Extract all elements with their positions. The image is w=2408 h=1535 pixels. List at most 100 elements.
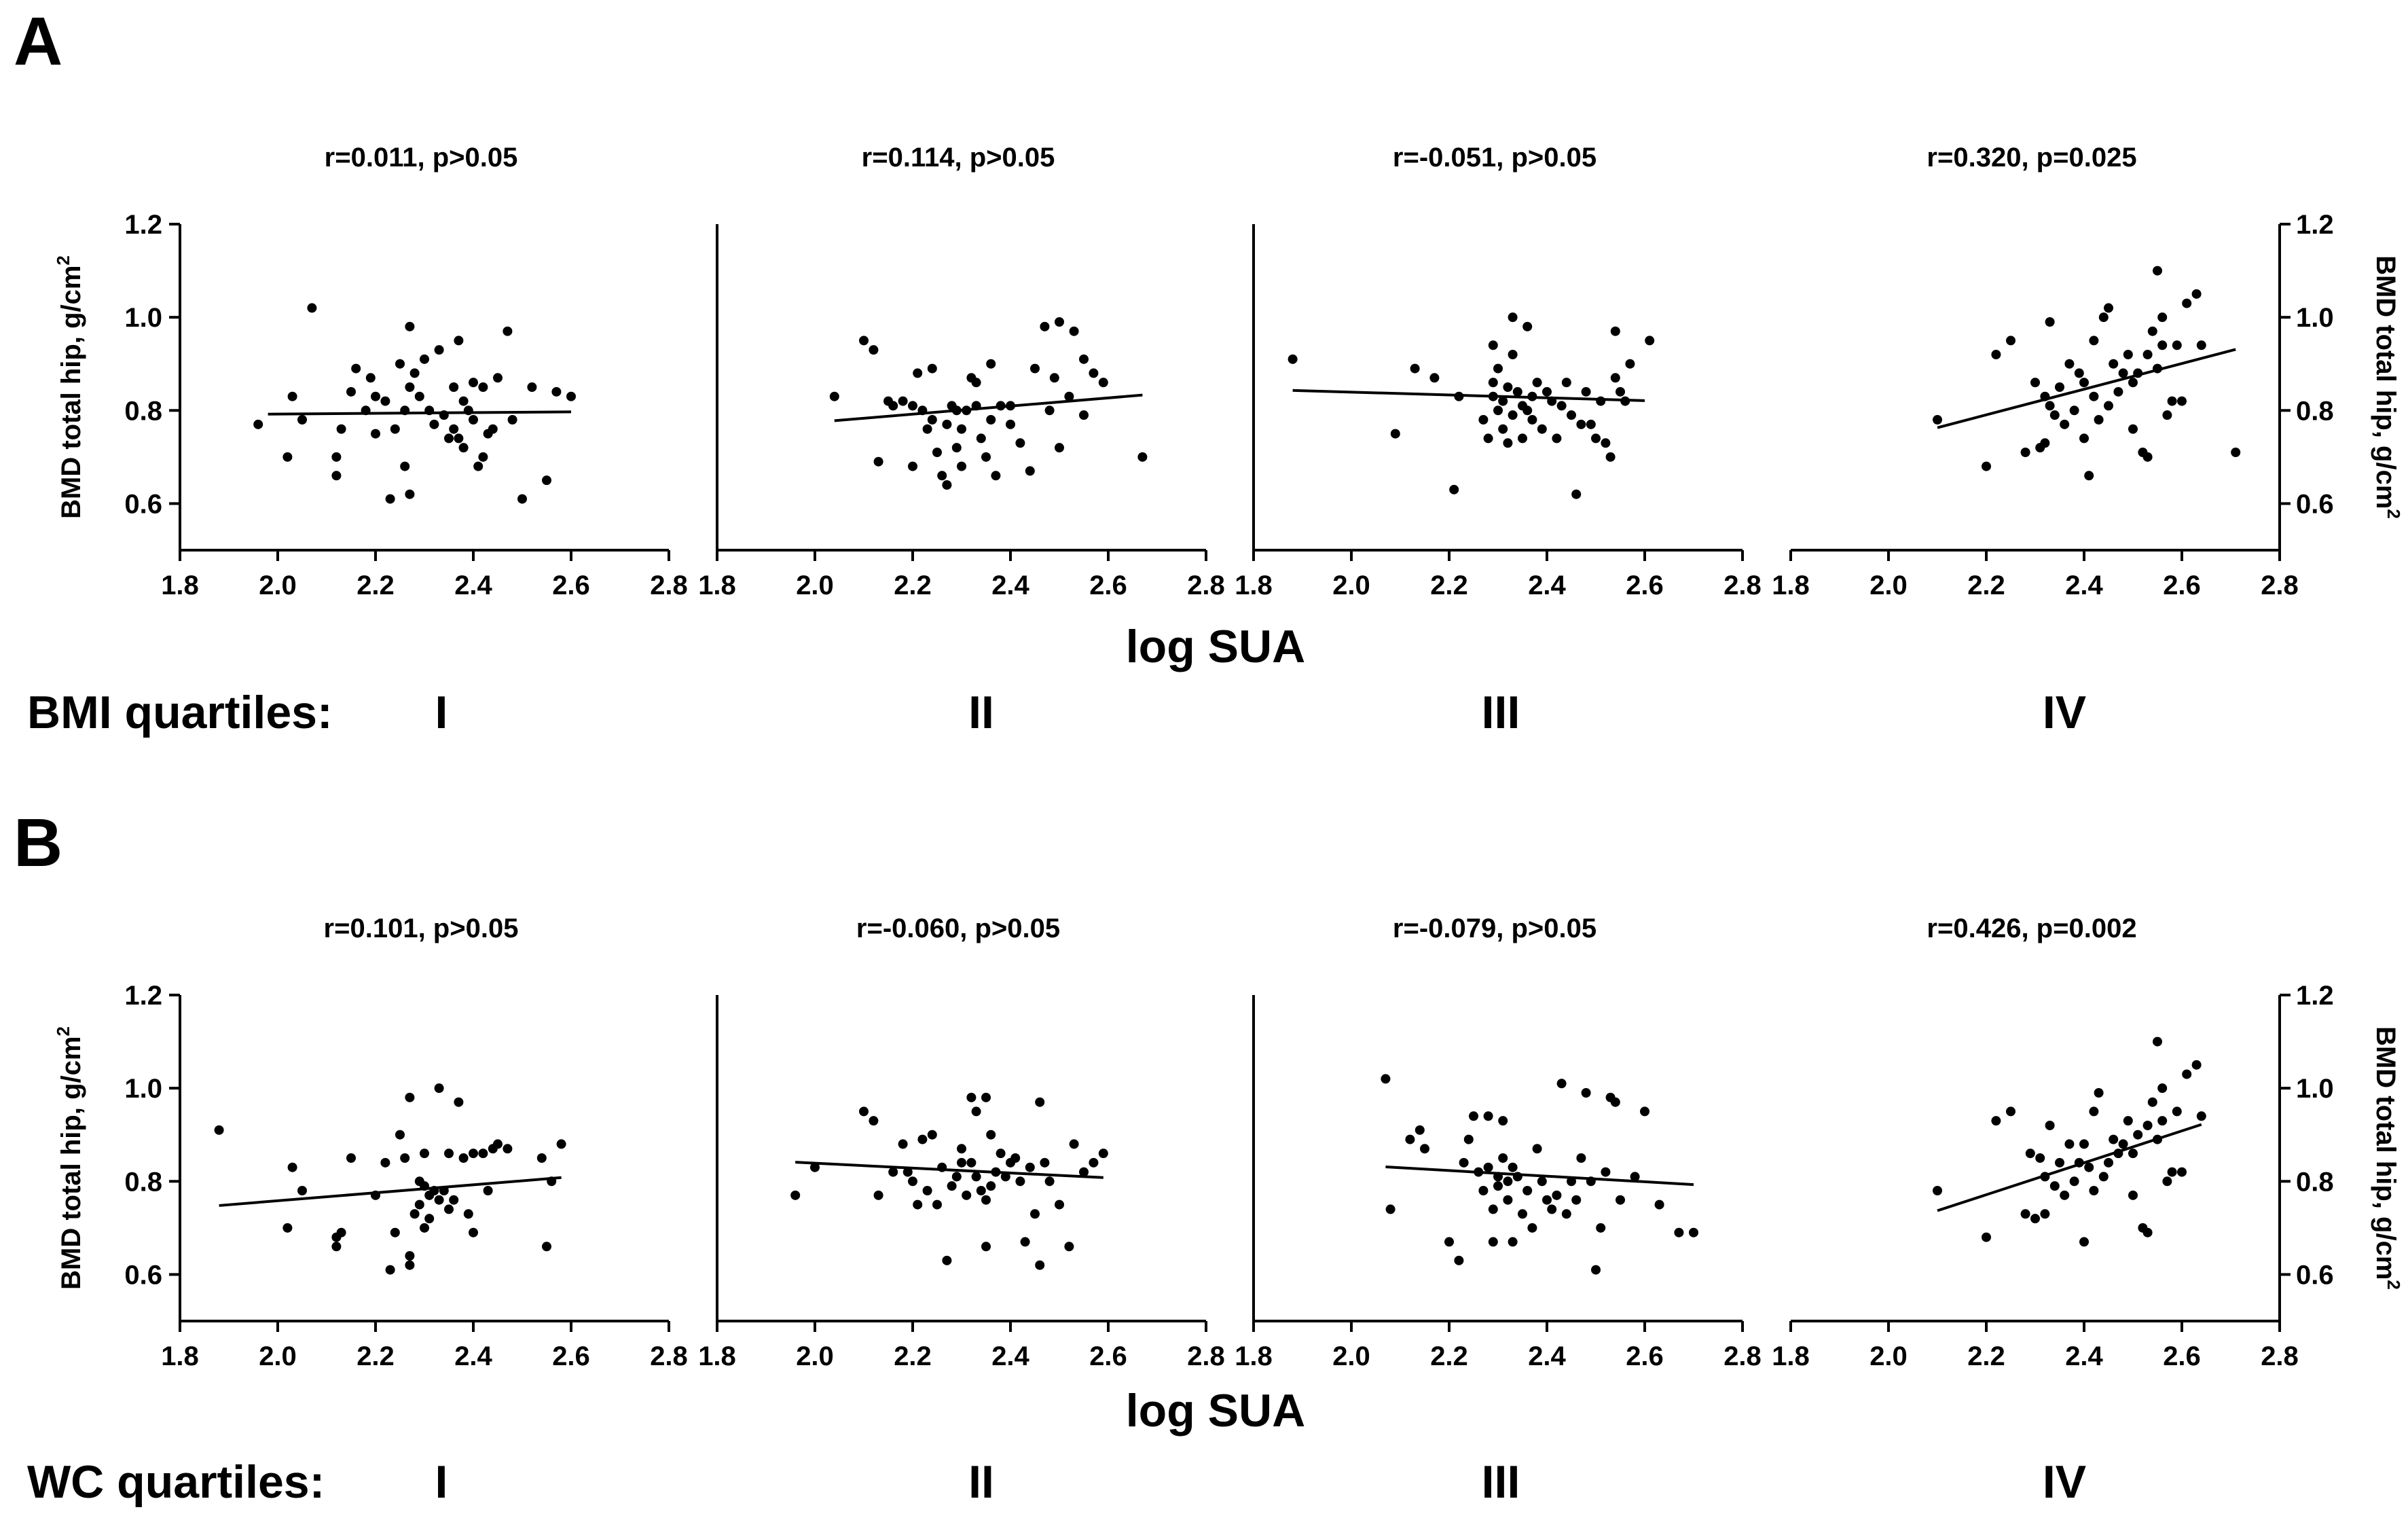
quartile-label: I (435, 687, 448, 738)
data-point (1537, 424, 1547, 434)
data-point (1449, 484, 1459, 494)
data-point (859, 336, 869, 346)
data-point (1459, 1157, 1469, 1168)
data-point (1079, 410, 1089, 420)
data-point (1498, 1116, 1508, 1126)
data-point (2094, 1088, 2104, 1098)
data-point (2231, 448, 2241, 457)
data-point (454, 433, 464, 444)
data-point (2113, 386, 2123, 397)
data-point (1581, 1088, 1591, 1098)
data-point (1015, 438, 1025, 448)
y-axis-label-text: BMD total hip, g/cm (2371, 255, 2401, 509)
data-point (1601, 438, 1611, 448)
quartile-label: I (435, 1456, 448, 1508)
x-tick-label: 2.6 (1626, 571, 1664, 600)
data-point (2182, 298, 2192, 308)
data-point (1547, 396, 1557, 406)
x-tick-label: 2.2 (1967, 571, 2005, 600)
data-point (395, 1130, 405, 1140)
x-tick-label: 2.8 (2261, 571, 2299, 600)
data-point (971, 1106, 981, 1117)
data-point (449, 1195, 459, 1205)
data-point (2182, 1069, 2192, 1079)
x-tick-label: 2.8 (2261, 1341, 2299, 1371)
data-point (434, 1195, 444, 1205)
quartile-label: II (968, 1456, 994, 1508)
data-point (1098, 378, 1108, 388)
data-point (976, 1186, 986, 1195)
data-point (454, 1097, 464, 1107)
y-axis-label: BMD total hip, g/cm2 (53, 255, 86, 519)
data-point (1610, 326, 1620, 336)
y-tick-label: 0.8 (2296, 1167, 2334, 1197)
data-point (2055, 382, 2064, 392)
x-tick-label: 2.8 (1723, 1341, 1762, 1371)
data-point (405, 321, 415, 331)
data-point (2079, 1237, 2089, 1247)
data-point (1098, 1149, 1108, 1159)
data-point (981, 1242, 991, 1252)
data-point (1586, 419, 1596, 429)
x-tick-label: 2.2 (894, 571, 932, 600)
data-point (2045, 401, 2055, 411)
y-tick-label: 1.2 (124, 981, 162, 1011)
data-point (1576, 1153, 1586, 1163)
data-point (888, 1167, 898, 1177)
data-point (2089, 1106, 2099, 1117)
data-point (2118, 1139, 2128, 1149)
correlation-title: r=-0.079, p>0.05 (1393, 914, 1597, 943)
data-point (409, 1209, 420, 1219)
data-point (1035, 1260, 1045, 1270)
correlation-title: r=0.011, p>0.05 (325, 143, 518, 173)
quartile-label: IV (2043, 687, 2086, 738)
x-tick-label: 2.8 (650, 571, 688, 600)
data-point (1010, 1153, 1021, 1163)
data-point (869, 345, 879, 355)
x-tick-label: 2.0 (259, 1341, 297, 1371)
data-point (400, 405, 410, 416)
data-point (942, 480, 952, 490)
regression-line (795, 1161, 1103, 1179)
data-point (922, 1186, 932, 1195)
data-point (2133, 368, 2143, 378)
x-axis-label: log SUA (1126, 621, 1305, 672)
data-point (566, 391, 576, 401)
data-point (2049, 410, 2060, 420)
x-tick-label: 2.0 (796, 571, 834, 600)
data-point (469, 378, 478, 388)
data-point (1522, 405, 1533, 416)
data-point (1933, 415, 1942, 425)
data-point (536, 1153, 547, 1163)
data-point (1537, 1176, 1547, 1187)
data-point (957, 1157, 966, 1168)
data-point (2094, 415, 2104, 425)
x-tick-label: 1.8 (1235, 571, 1273, 600)
data-point (2172, 340, 2182, 350)
x-tick-label: 2.6 (1089, 1341, 1127, 1371)
y-tick-label: 0.6 (124, 489, 162, 519)
data-point (1469, 1111, 1478, 1121)
data-point (1625, 359, 1635, 369)
data-point (947, 1181, 957, 1191)
data-point (1512, 1172, 1522, 1182)
regression-line (834, 393, 1143, 422)
data-point (371, 391, 380, 401)
panel-letter: B (14, 805, 62, 881)
data-point (1488, 1204, 1498, 1214)
data-point (282, 1223, 293, 1233)
data-point (434, 1083, 444, 1094)
data-point (1035, 1097, 1045, 1107)
data-point (371, 429, 380, 439)
data-point (1508, 1162, 1518, 1172)
data-point (1478, 1186, 1489, 1195)
data-point (493, 1139, 503, 1149)
data-point (2040, 1209, 2050, 1219)
data-point (346, 386, 356, 397)
data-point (1040, 321, 1050, 331)
data-point (1498, 396, 1508, 406)
data-point (1982, 1232, 1991, 1242)
data-point (2153, 1134, 2162, 1144)
data-point (458, 443, 469, 453)
data-point (556, 1139, 566, 1149)
